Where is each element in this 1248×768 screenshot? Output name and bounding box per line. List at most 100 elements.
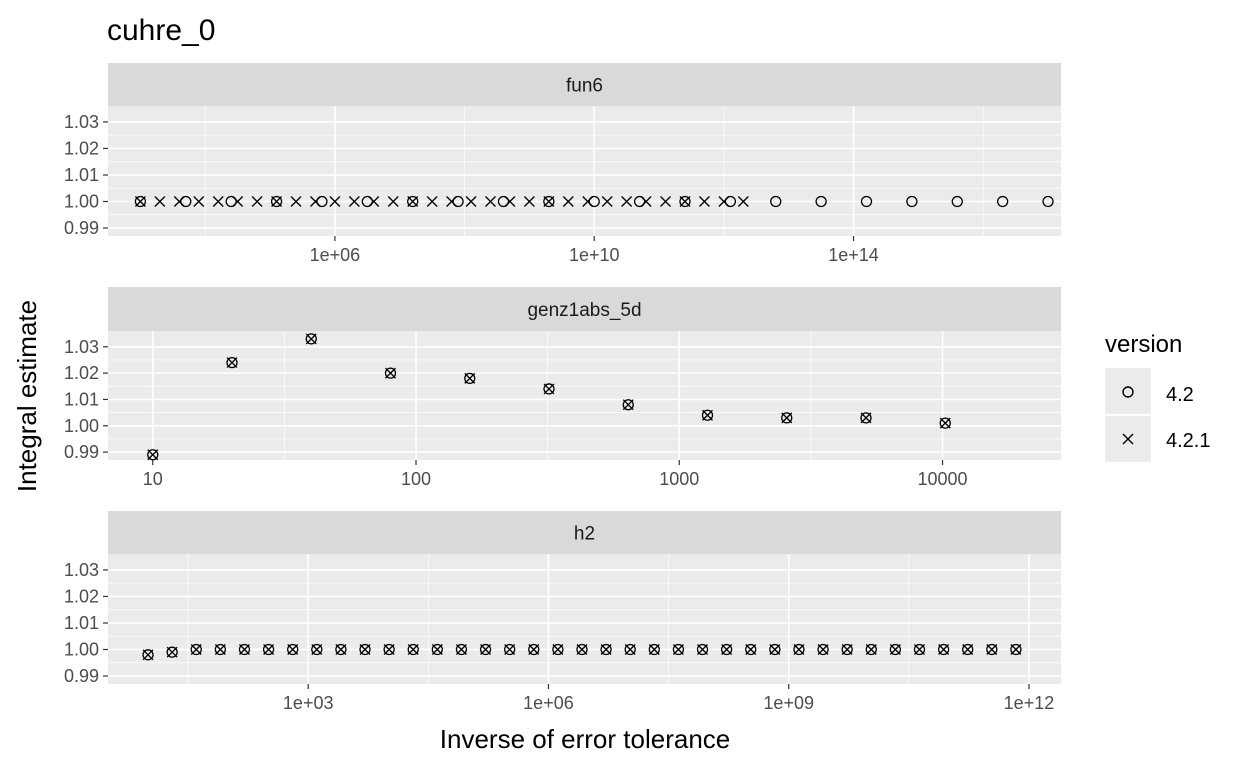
- facet-panel: [108, 106, 1061, 236]
- x-tick-label: 1e+03: [283, 693, 334, 713]
- point-4-2-1: [465, 196, 477, 207]
- point-4-2: [497, 195, 510, 208]
- x-tick-label: 10: [143, 469, 163, 489]
- point-4-2-1: [385, 367, 396, 379]
- point-4-2: [720, 643, 733, 656]
- point-4-2-1: [407, 644, 419, 655]
- point-4-2-1: [431, 644, 443, 655]
- point-4-2-1: [239, 644, 250, 655]
- point-4-2: [431, 643, 443, 656]
- y-tick-label: 1.00: [64, 640, 99, 660]
- y-tick-label: 1.03: [64, 560, 99, 580]
- facets: fun6 0.99 1.00 1.01 1.02 1.03 1e+06 1e+10 1e+14 g…: [64, 63, 1061, 713]
- point-4-2: [180, 195, 192, 208]
- point-4-2-1: [640, 196, 652, 207]
- point-4-2-1: [718, 196, 730, 207]
- point-4-2: [648, 643, 660, 656]
- point-4-2: [452, 195, 464, 208]
- point-4-2-1: [528, 644, 540, 655]
- point-4-2-1: [464, 372, 476, 384]
- point-4-2: [311, 643, 323, 656]
- point-4-2: [305, 333, 317, 345]
- point-4-2-1: [622, 399, 634, 411]
- point-4-2: [543, 195, 555, 208]
- point-4-2-1: [480, 644, 492, 655]
- point-4-2-1: [914, 644, 925, 655]
- point-4-2-1: [562, 196, 574, 207]
- point-4-2: [543, 383, 555, 395]
- point-4-2-1: [311, 644, 323, 655]
- point-4-2-1: [290, 196, 302, 207]
- legend-label-4-2-1: 4.2.1: [1166, 430, 1210, 452]
- legend-circle-icon: [1122, 386, 1134, 398]
- point-4-2-1: [660, 196, 671, 207]
- point-4-2: [214, 643, 227, 656]
- point-4-2: [939, 417, 951, 429]
- point-4-2-1: [251, 196, 263, 207]
- point-4-2: [633, 195, 646, 208]
- point-4-2: [464, 372, 476, 385]
- point-4-2: [226, 356, 238, 369]
- point-4-2-1: [166, 646, 178, 658]
- point-4-2-1: [271, 196, 283, 207]
- point-4-2-1: [889, 644, 901, 655]
- y-tick-label: 0.99: [64, 442, 99, 462]
- x-tick-label: 1000: [659, 469, 699, 489]
- point-4-2: [986, 643, 998, 656]
- point-4-2-1: [407, 196, 419, 207]
- point-4-2-1: [841, 644, 853, 655]
- point-4-2-1: [552, 644, 564, 655]
- y-tick-label: 1.01: [64, 389, 99, 409]
- point-4-2: [865, 643, 877, 656]
- point-4-2: [769, 643, 781, 656]
- point-4-2-1: [504, 196, 516, 207]
- point-4-2-1: [865, 644, 877, 655]
- point-4-2: [142, 649, 154, 661]
- point-4-2: [889, 643, 902, 656]
- point-4-2-1: [387, 196, 399, 207]
- y-tick-label: 1.03: [64, 337, 99, 357]
- point-4-2: [576, 643, 588, 656]
- legend-title: version: [1105, 331, 1182, 358]
- legend-key-bg-4-2: [1105, 368, 1151, 414]
- point-4-2: [622, 399, 634, 411]
- point-4-2-1: [737, 196, 749, 207]
- point-4-2: [479, 643, 492, 656]
- point-4-2: [455, 643, 468, 656]
- point-4-2: [552, 643, 564, 656]
- chart-title: cuhre_0: [107, 14, 215, 47]
- x-tick-label: 1e+10: [569, 245, 620, 265]
- point-4-2-1: [142, 649, 154, 661]
- point-4-2: [383, 643, 395, 656]
- point-4-2: [913, 643, 926, 656]
- point-4-2-1: [600, 644, 612, 655]
- point-4-2-1: [938, 644, 950, 655]
- point-4-2: [696, 643, 709, 656]
- point-4-2-1: [504, 644, 516, 655]
- point-4-2: [407, 643, 419, 656]
- point-4-2: [225, 195, 237, 208]
- point-4-2-1: [543, 196, 555, 207]
- point-4-2: [166, 646, 178, 658]
- x-tick-label: 1e+12: [1004, 693, 1055, 713]
- point-4-2-1: [446, 196, 458, 207]
- x-tick-label: 1e+14: [828, 245, 879, 265]
- point-4-2-1: [329, 196, 341, 207]
- point-4-2: [504, 643, 516, 656]
- point-4-2: [407, 195, 419, 208]
- point-4-2: [600, 643, 612, 656]
- point-4-2-1: [1010, 644, 1022, 655]
- y-tick-label: 1.03: [64, 112, 99, 132]
- point-4-2: [745, 643, 757, 656]
- x-tick-label: 100: [401, 469, 431, 489]
- point-4-2-1: [576, 644, 588, 655]
- point-4-2-1: [305, 333, 317, 345]
- y-tick-label: 1.02: [64, 586, 99, 606]
- point-4-2-1: [860, 412, 872, 424]
- point-4-2: [147, 449, 159, 461]
- y-tick-label: 0.99: [64, 218, 99, 238]
- point-4-2: [528, 643, 540, 656]
- y-tick-label: 1.00: [64, 192, 99, 212]
- x-tick-label: 1e+09: [763, 693, 814, 713]
